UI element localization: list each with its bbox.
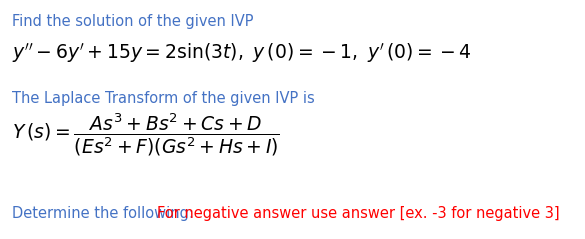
Text: $Y\,(s) = \dfrac{As^3+Bs^2+Cs+D}{(Es^2+F)(Gs^2+Hs+I)}$: $Y\,(s) = \dfrac{As^3+Bs^2+Cs+D}{(Es^2+F… xyxy=(12,111,280,158)
Text: Determine the following:: Determine the following: xyxy=(12,206,198,221)
Text: $y'' - 6y' + 15y = 2\sin(3t),\ y\,(0) = -1,\ y'\,(0) = -4$: $y'' - 6y' + 15y = 2\sin(3t),\ y\,(0) = … xyxy=(12,41,472,65)
Text: For negative answer use answer [ex. -3 for negative 3]: For negative answer use answer [ex. -3 f… xyxy=(157,206,560,221)
Text: Find the solution of the given IVP: Find the solution of the given IVP xyxy=(12,14,253,29)
Text: The Laplace Transform of the given IVP is: The Laplace Transform of the given IVP i… xyxy=(12,91,315,106)
